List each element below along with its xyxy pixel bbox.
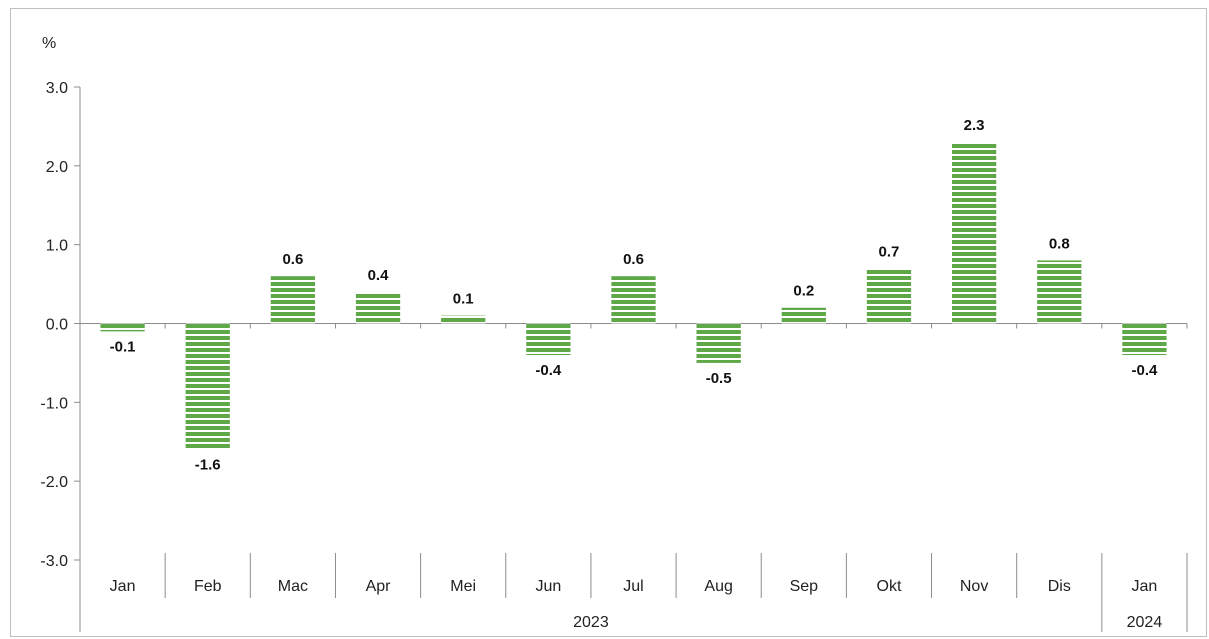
y-tick-label: 0.0	[46, 317, 68, 334]
y-tick-label: 1.0	[46, 238, 68, 255]
y-tick-label: -1.0	[40, 395, 68, 412]
chart-frame	[10, 8, 1207, 637]
data-label: -0.5	[706, 370, 732, 387]
y-tick-label: -3.0	[40, 553, 68, 570]
x-tick-label: Aug	[704, 578, 732, 595]
bar	[526, 323, 571, 356]
data-label: 0.7	[879, 243, 900, 260]
data-label: -0.4	[1131, 362, 1158, 379]
bars	[100, 142, 1167, 450]
data-label: 2.3	[964, 117, 985, 134]
bar	[866, 268, 912, 324]
data-labels: -0.1 -1.6 0.6 0.4 0.1 -0.4 0.6 -0.5 0.2 0.7 2.3 0.8…	[110, 117, 1158, 473]
y-tick-label: 2.0	[46, 159, 68, 176]
bar	[696, 323, 741, 363]
x-tick-label: Sep	[790, 578, 819, 595]
bar	[951, 142, 997, 324]
y-tick-label: 3.0	[46, 80, 68, 97]
x-tick-label: Feb	[194, 578, 222, 595]
x-tick-label: Okt	[877, 578, 902, 595]
year-label: 2024	[1127, 614, 1163, 631]
y-tick-label: -2.0	[40, 474, 68, 491]
data-label: 0.6	[282, 251, 303, 268]
x-tick-label: Jun	[535, 578, 561, 595]
bar	[100, 323, 145, 332]
data-label: -1.6	[195, 457, 221, 474]
x-tick-label: Dis	[1048, 578, 1071, 595]
data-label: -0.4	[535, 362, 562, 379]
x-tick-label: Jan	[110, 578, 136, 595]
x-tick-label: Jan	[1132, 578, 1158, 595]
bar	[611, 276, 656, 324]
data-label: 0.4	[368, 267, 390, 284]
x-tick-label: Mac	[278, 578, 308, 595]
bar	[185, 323, 230, 450]
data-label: 0.2	[793, 283, 814, 300]
x-tick-label: Mei	[450, 578, 476, 595]
x-tick-label: Nov	[960, 578, 988, 595]
bar	[781, 307, 826, 324]
bar	[270, 276, 316, 324]
data-label: -0.1	[110, 338, 136, 355]
bar	[355, 291, 401, 324]
bar	[441, 315, 486, 324]
bar	[1037, 260, 1082, 324]
year-label: 2023	[573, 614, 609, 631]
x-tick-label: Apr	[366, 578, 392, 595]
x-tick-label: Jul	[623, 578, 643, 595]
data-label: 0.8	[1049, 235, 1070, 252]
y-unit-label: %	[42, 35, 56, 52]
data-label: 0.6	[623, 251, 644, 268]
bar	[1122, 323, 1167, 356]
data-label: 0.1	[453, 291, 474, 308]
